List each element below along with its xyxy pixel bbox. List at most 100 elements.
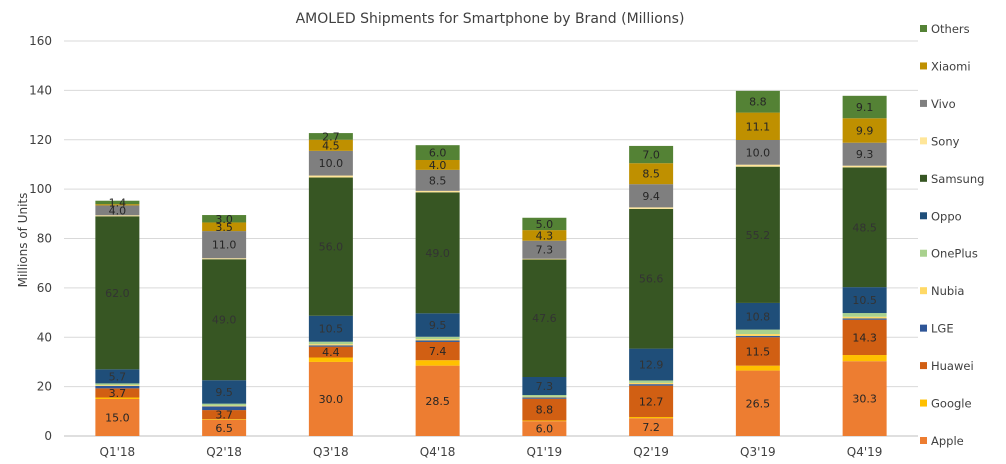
legend-item-huawei: Huawei [920, 359, 974, 373]
y-tick-label: 140 [29, 83, 52, 97]
bar-segment-oneplus [415, 336, 460, 340]
bar-segment-sony [308, 175, 353, 178]
data-label: 7.2 [642, 421, 660, 434]
x-tick-label: Q1'18 [100, 445, 136, 459]
legend-label: Samsung [931, 172, 984, 186]
bar-segment-vivo [308, 150, 353, 176]
bar-segment-samsung [842, 167, 887, 288]
bar-segment-oneplus [522, 395, 567, 397]
x-tick-label: Q4'19 [847, 445, 883, 459]
data-label: 48.5 [852, 221, 877, 234]
bar-segment-oppo [522, 376, 567, 396]
bar-segment-oppo [202, 380, 247, 404]
bar-segment-google [95, 397, 140, 399]
data-label: 3.7 [109, 387, 127, 400]
data-label: 6.0 [536, 423, 554, 436]
data-label: 11.1 [746, 120, 771, 133]
bar-segment-oppo [735, 302, 780, 330]
bar-segment-nubia [202, 405, 247, 407]
bar-segment-lge [522, 397, 567, 399]
y-tick-label: 120 [29, 133, 52, 147]
legend-item-xiaomi: Xiaomi [920, 59, 971, 73]
bar-segment-others [308, 133, 353, 140]
bar-segment-nubia [95, 385, 140, 386]
bar-stack-q2-19: 7.2 12.7 12.9 56.6 9.4 8.5 7.0 [629, 145, 674, 436]
data-label: 9.9 [856, 124, 874, 137]
bar-segment-huawei [522, 398, 567, 421]
bar-segment-sony [842, 165, 887, 168]
bar-segment-sony [415, 190, 460, 193]
legend-item-lge: LGE [920, 322, 954, 336]
legend-label: Vivo [931, 97, 956, 111]
data-label: 11.5 [746, 345, 771, 358]
data-label: 62.0 [105, 287, 130, 300]
legend-swatch [920, 249, 927, 257]
data-label: 10.5 [319, 323, 344, 336]
legend-swatch [920, 25, 927, 32]
legend-swatch [920, 324, 927, 332]
data-label: 8.5 [429, 174, 447, 187]
bar-segment-vivo [735, 139, 780, 165]
bar-segment-samsung [629, 208, 674, 349]
data-label: 7.3 [536, 380, 554, 393]
x-axis-ticks: Q1'18 Q2'18 Q3'18 Q4'18 Q1'19 Q2'19 Q3'19 Q4'19 [100, 445, 883, 459]
bar-segment-xiaomi [415, 159, 460, 170]
y-tick-label: 40 [37, 330, 52, 344]
data-label: 7.0 [642, 149, 660, 162]
legend-item-nubia: Nubia [920, 284, 964, 298]
bar-segment-samsung [308, 177, 353, 316]
data-label: 4.4 [322, 346, 340, 359]
data-label: 15.0 [105, 411, 130, 424]
legend-item-oneplus: OnePlus [920, 247, 978, 261]
bar-segment-apple [308, 361, 353, 436]
data-label: 2.7 [322, 130, 340, 143]
data-label: 12.7 [639, 395, 664, 408]
bar-segment-apple [842, 361, 887, 436]
bar-segment-vivo [842, 142, 887, 166]
bar-stack-q1-18: 15.0 3.7 5.7 62.0 4.01.4 [95, 196, 140, 436]
bar-segment-others [842, 95, 887, 119]
legend-swatch [920, 137, 927, 145]
bar-segment-vivo [95, 205, 140, 216]
data-label: 56.0 [319, 241, 344, 254]
y-tick-label: 80 [37, 232, 52, 246]
data-label: 49.0 [212, 314, 237, 327]
legend-item-others: Others [920, 22, 970, 36]
bar-segment-others [629, 145, 674, 164]
bar-segment-apple [95, 398, 140, 436]
bar-segment-xiaomi [95, 204, 140, 206]
bar-segment-huawei [842, 319, 887, 356]
legend-swatch [920, 62, 927, 70]
bar-segment-sony [202, 258, 247, 260]
bar-segment-oppo [629, 348, 674, 381]
bar-segment-huawei [735, 337, 780, 366]
bar-segment-oneplus [735, 329, 780, 335]
bar-segment-others [522, 217, 567, 231]
data-label: 49.0 [425, 247, 450, 260]
data-label: 7.4 [429, 345, 447, 358]
bar-segment-samsung [95, 216, 140, 370]
bar-segment-xiaomi [202, 222, 247, 232]
bar-segment-xiaomi [629, 163, 674, 185]
x-tick-label: Q4'18 [420, 445, 456, 459]
data-label: 3.5 [215, 221, 233, 234]
bar-segment-oneplus [842, 313, 887, 317]
data-label: 5.0 [536, 218, 554, 231]
x-tick-label: Q3'18 [313, 445, 349, 459]
bar-segment-vivo [202, 231, 247, 259]
bar-segment-nubia [735, 334, 780, 337]
bar-segment-oppo [415, 313, 460, 337]
legend-label: Apple [931, 434, 964, 448]
bar-segment-apple [735, 370, 780, 436]
bar-segment-lge [629, 384, 674, 386]
bar-segment-samsung [202, 259, 247, 381]
legend-swatch [920, 99, 927, 107]
data-label: 9.4 [642, 190, 660, 203]
legend-swatch [920, 362, 927, 370]
data-label: 10.0 [746, 146, 771, 159]
bar-segment-oppo [308, 315, 353, 342]
legend-item-oppo: Oppo [920, 209, 962, 223]
data-label: 8.8 [749, 96, 767, 109]
